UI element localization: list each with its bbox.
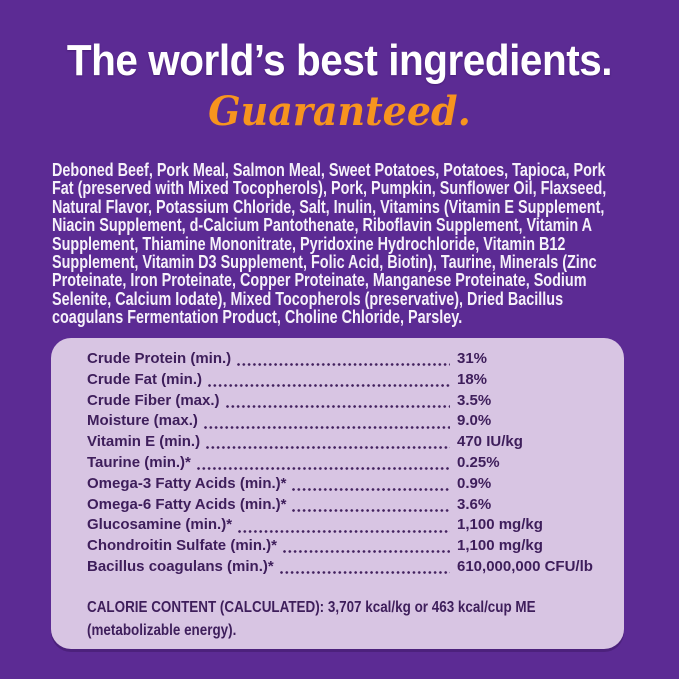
dotted-leader xyxy=(203,411,451,432)
analysis-label: Glucosamine (min.)* xyxy=(87,516,233,534)
analysis-value: 1,100 mg/kg xyxy=(457,516,543,534)
calorie-content-block: CALORIE CONTENT (CALCULATED): 3,707 kcal… xyxy=(87,596,605,643)
guaranteed-analysis-panel: Crude Protein (min.) 31% Crude Fat (min.… xyxy=(51,338,624,649)
analysis-label: Omega-3 Fatty Acids (min.)* xyxy=(87,474,287,492)
dotted-leader xyxy=(208,370,450,391)
page-title: The world’s best ingredients. xyxy=(66,36,613,85)
analysis-value: 470 IU/kg xyxy=(457,433,523,451)
dotted-leader xyxy=(279,557,451,578)
analysis-row: Glucosamine (min.)* 1,100 mg/kg xyxy=(87,515,605,536)
dotted-leader xyxy=(196,453,451,474)
analysis-row: Crude Fat (min.) 18% xyxy=(87,370,605,391)
analysis-row: Bacillus coagulans (min.)* 610,000,000 C… xyxy=(87,557,605,578)
analysis-value: 0.9% xyxy=(457,474,492,492)
dotted-leader xyxy=(225,391,451,412)
analysis-label: Moisture (max.) xyxy=(87,412,198,430)
analysis-label: Chondroitin Sulfate (min.)* xyxy=(87,537,277,555)
analysis-label: Crude Fiber (max.) xyxy=(87,391,220,409)
analysis-value: 3.5% xyxy=(457,391,492,409)
dotted-leader xyxy=(292,495,450,516)
analysis-label: Bacillus coagulans (min.)* xyxy=(87,557,274,575)
analysis-row: Crude Fiber (max.) 3.5% xyxy=(87,391,605,412)
analysis-value: 3.6% xyxy=(457,495,492,513)
analysis-value: 610,000,000 CFU/lb xyxy=(457,557,593,575)
dotted-leader xyxy=(238,515,450,536)
ingredients-line: Supplement, Vitamin D3 Supplement, Folic… xyxy=(52,252,597,273)
ingredients-line: Niacin Supplement, d-Calcium Pantothenat… xyxy=(52,215,593,236)
ingredients-line: Deboned Beef, Pork Meal, Salmon Meal, Sw… xyxy=(52,160,606,180)
ingredients-line: Proteinate, Iron Proteinate, Copper Prot… xyxy=(52,270,587,291)
analysis-row: Vitamin E (min.) 470 IU/kg xyxy=(87,432,605,453)
analysis-value: 0.25% xyxy=(457,453,500,471)
analysis-value: 31% xyxy=(457,350,488,367)
dotted-leader xyxy=(206,432,450,453)
analysis-value: 9.0% xyxy=(457,412,492,430)
analysis-label: Vitamin E (min.) xyxy=(87,433,201,451)
analysis-row: Taurine (min.)* 0.25% xyxy=(87,453,605,474)
analysis-value: 18% xyxy=(457,370,488,388)
analysis-row: Omega-6 Fatty Acids (min.)* 3.6% xyxy=(87,495,605,516)
analysis-label: Crude Fat (min.) xyxy=(87,370,202,388)
dotted-leader xyxy=(282,536,451,557)
analysis-label: Taurine (min.)* xyxy=(87,453,191,471)
ingredients-line: Selenite, Calcium Iodate), Mixed Tocophe… xyxy=(52,288,564,309)
ingredients-line: Fat (preserved with Mixed Tocopherols), … xyxy=(52,178,607,199)
ingredients-paragraph: Deboned Beef, Pork Meal, Salmon Meal, Sw… xyxy=(52,161,652,327)
ingredients-line: coagulans Fermentation Product, Choline … xyxy=(52,307,463,328)
calorie-content-line: CALORIE CONTENT (CALCULATED): 3,707 kcal… xyxy=(87,598,536,616)
guaranteed-subtitle: Guaranteed. xyxy=(208,88,471,135)
analysis-row: Crude Protein (min.) 31% xyxy=(87,349,605,370)
dotted-leader xyxy=(237,349,450,370)
ingredients-line: Natural Flavor, Potassium Chloride, Salt… xyxy=(52,196,605,217)
calorie-content-line: (metabolizable energy). xyxy=(87,622,237,640)
analysis-row: Omega-3 Fatty Acids (min.)* 0.9% xyxy=(87,474,605,495)
dotted-leader xyxy=(292,474,450,495)
analysis-row: Chondroitin Sulfate (min.)* 1,100 mg/kg xyxy=(87,536,605,557)
analysis-value: 1,100 mg/kg xyxy=(457,537,543,555)
analysis-label: Crude Protein (min.) xyxy=(87,350,232,367)
analysis-row: Moisture (max.) 9.0% xyxy=(87,411,605,432)
analysis-label: Omega-6 Fatty Acids (min.)* xyxy=(87,495,287,513)
ingredients-line: Supplement, Thiamine Mononitrate, Pyrido… xyxy=(52,233,566,254)
